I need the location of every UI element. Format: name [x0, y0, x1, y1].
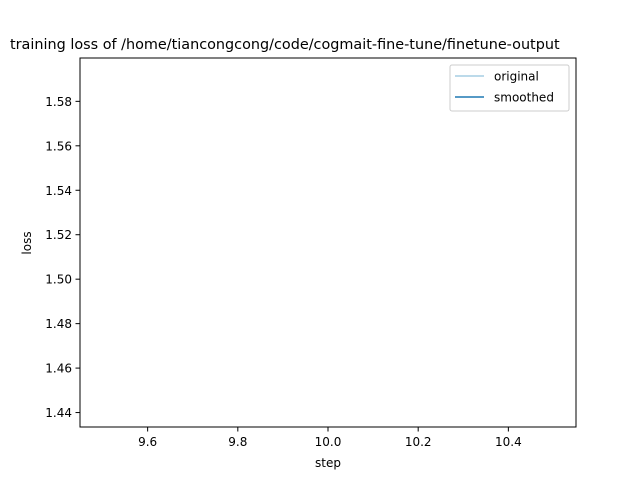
y-tick-label: 1.48 [45, 317, 72, 331]
y-tick-label: 1.50 [45, 273, 72, 287]
x-tick-label: 10.2 [405, 435, 432, 449]
y-tick-label: 1.44 [45, 406, 72, 420]
x-axis-ticks: 9.6 9.8 10.0 10.2 10.4 [138, 427, 522, 449]
y-tick-label: 1.56 [45, 139, 72, 153]
y-tick-label: 1.46 [45, 362, 72, 376]
x-tick-label: 10.4 [495, 435, 522, 449]
x-tick-label: 9.8 [228, 435, 247, 449]
legend-label-original: original [494, 70, 539, 84]
y-tick-label: 1.52 [45, 228, 72, 242]
legend-label-smoothed: smoothed [494, 91, 554, 105]
y-tick-label: 1.54 [45, 184, 72, 198]
plot-area-frame [79, 57, 577, 428]
x-tick-label: 9.6 [138, 435, 157, 449]
y-axis-ticks: 1.44 1.46 1.48 1.50 1.52 1.54 1.56 1.58 [45, 95, 80, 420]
chart-title: training loss of /home/tiancongcong/code… [10, 37, 560, 53]
y-axis-label: loss [20, 231, 34, 254]
x-axis-label: step [315, 456, 341, 470]
x-tick-label: 10.0 [315, 435, 342, 449]
legend: original smoothed [449, 64, 570, 112]
y-tick-label: 1.58 [45, 95, 72, 109]
